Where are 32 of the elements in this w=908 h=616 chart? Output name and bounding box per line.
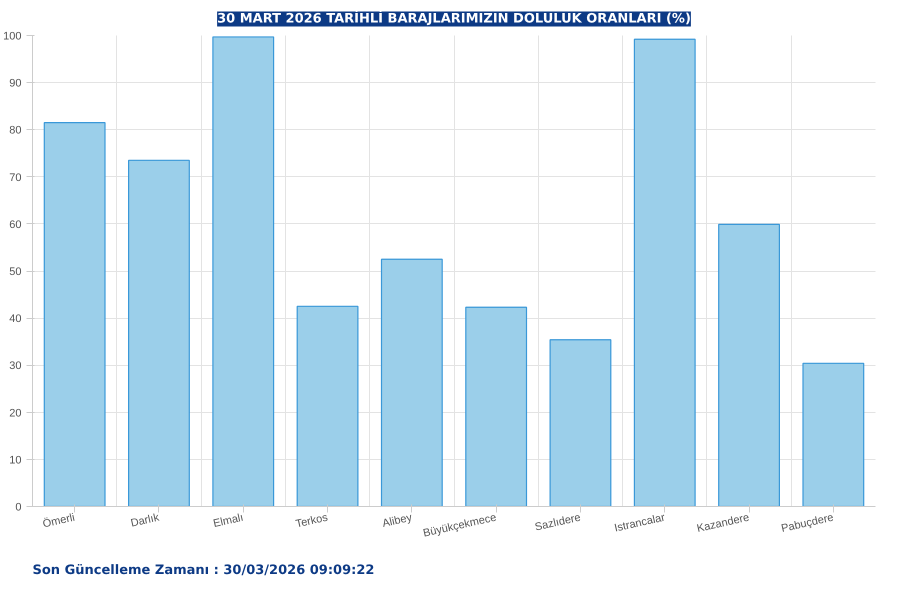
text: Son Güncelleme Zamanı : 30/03/2026 09:09:22: [32, 563, 374, 578]
x-tick-label: Istrancalar: [613, 512, 666, 535]
y-tick-label: 30: [9, 360, 22, 372]
bar: [44, 122, 106, 506]
y-tick-label: 40: [9, 313, 22, 326]
y-tick-label: 80: [9, 124, 22, 137]
x-tick-label: Kazandere: [696, 512, 750, 535]
y-tick-label: 0: [15, 502, 22, 514]
x-tick-label: Terkos: [294, 512, 330, 530]
y-tick-label: 50: [9, 266, 22, 278]
x-tick-label: Darlık: [130, 512, 161, 530]
y-tick-label: 100: [3, 30, 22, 42]
y-tick-label: 10: [9, 454, 22, 466]
bar: [212, 36, 274, 506]
x-tick-label: Pabuçdere: [780, 512, 835, 535]
x-tick-label: Ömerli: [42, 510, 76, 530]
x-tick-label: Elmalı: [212, 512, 245, 530]
bar: [380, 258, 443, 506]
bar: [550, 339, 612, 506]
bar: [718, 224, 780, 506]
y-tick-label: 20: [9, 407, 22, 420]
bar: [296, 306, 358, 506]
y-tick-label: 90: [9, 78, 22, 90]
y-tick-label: 70: [9, 172, 22, 184]
chart-title: 30 MART 2026 TARİHLİ BARAJLARIMIZIN DOLULUK ORANLARI (%): [217, 10, 691, 26]
x-tick-label: Sazlıdere: [534, 512, 582, 534]
y-tick-label: 60: [9, 218, 22, 231]
bar: [802, 362, 864, 506]
bar: [465, 306, 528, 506]
x-tick-label: Alibey: [381, 512, 414, 530]
bar: [634, 38, 696, 506]
bar: [128, 160, 190, 506]
